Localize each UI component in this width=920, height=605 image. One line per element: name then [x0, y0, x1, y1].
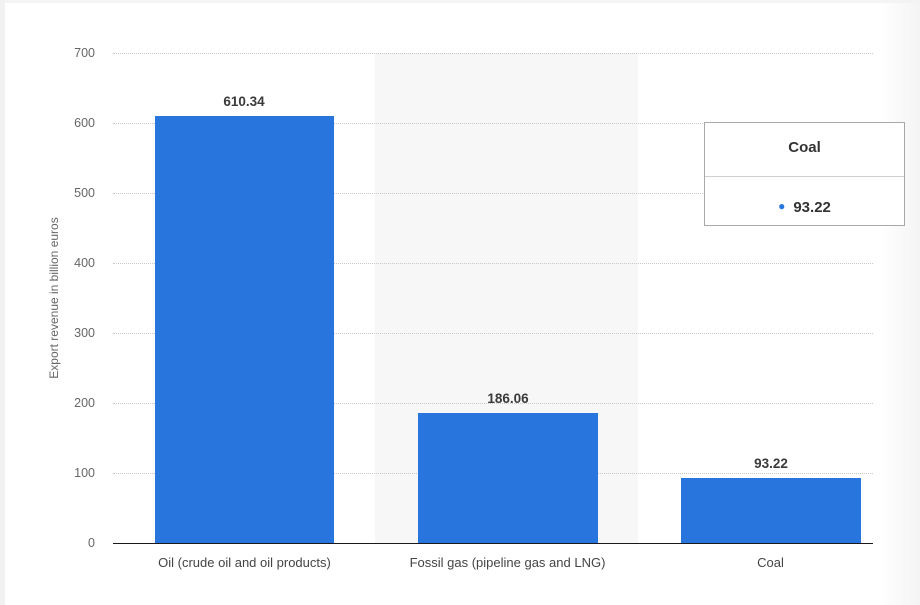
- y-tick-0: 0: [88, 536, 95, 550]
- bar-oil[interactable]: [155, 116, 334, 543]
- y-tick-600: 600: [74, 116, 95, 130]
- y-tick-200: 200: [74, 396, 95, 410]
- bar-value-label-oil: 610.34: [223, 94, 265, 109]
- bar-value-label-coal: 93.22: [754, 456, 788, 471]
- frame-top-edge: [0, 0, 920, 3]
- gridline-600: [113, 123, 873, 124]
- gridline-500: [113, 193, 873, 194]
- series-dot-icon: ●: [778, 199, 786, 213]
- x-label-fossil-gas: Fossil gas (pipeline gas and LNG): [409, 555, 606, 570]
- bar-value-label-fossil-gas: 186.06: [487, 391, 529, 406]
- tooltip-value-row: ● 93.22: [705, 177, 904, 227]
- x-label-coal: Coal: [757, 555, 784, 570]
- tooltip-title: Coal: [705, 123, 904, 177]
- gridline-400: [113, 263, 873, 264]
- tooltip-value: 93.22: [793, 199, 831, 216]
- bar-coal[interactable]: [681, 478, 861, 543]
- y-tick-400: 400: [74, 256, 95, 270]
- bar-fossil-gas[interactable]: [418, 413, 598, 543]
- x-axis-line: [113, 543, 873, 544]
- y-axis-title: Export revenue in billion euros: [47, 217, 61, 379]
- x-label-oil: Oil (crude oil and oil products): [158, 555, 331, 570]
- gridline-700: [113, 53, 873, 54]
- gridline-300: [113, 333, 873, 334]
- hover-tooltip: Coal ● 93.22: [704, 122, 905, 226]
- y-tick-500: 500: [74, 186, 95, 200]
- frame-left-edge: [0, 0, 5, 605]
- y-tick-100: 100: [74, 466, 95, 480]
- gridline-200: [113, 403, 873, 404]
- frame-right-shadow: [880, 0, 920, 605]
- y-tick-700: 700: [74, 46, 95, 60]
- y-tick-300: 300: [74, 326, 95, 340]
